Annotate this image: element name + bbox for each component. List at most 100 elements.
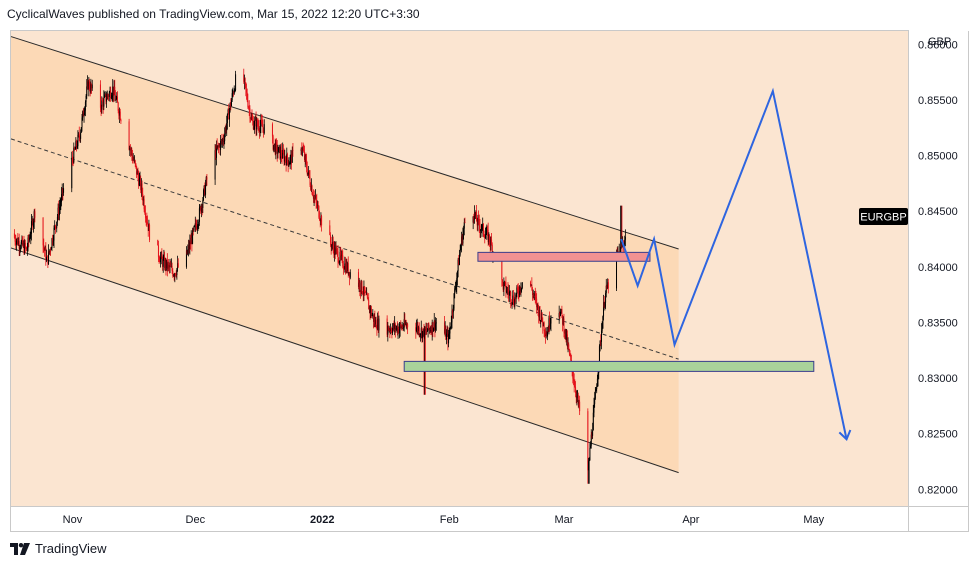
candle-body xyxy=(225,127,227,131)
candle-body xyxy=(566,334,568,347)
candle-body xyxy=(308,170,310,177)
candle-body xyxy=(278,146,280,148)
candle-body xyxy=(450,326,452,329)
candle-body xyxy=(173,275,175,277)
candle-body xyxy=(303,150,305,152)
symbol-price-tag[interactable]: EURGBP xyxy=(859,208,908,225)
candle-body xyxy=(577,395,579,397)
candle-body xyxy=(110,97,112,99)
candle-body xyxy=(110,90,112,99)
candle-body xyxy=(620,246,622,256)
candle-body xyxy=(248,107,250,108)
candle-body xyxy=(624,236,626,240)
candle-body xyxy=(604,302,606,307)
candle-body xyxy=(568,344,570,349)
candle-body xyxy=(418,327,420,335)
candle-body xyxy=(131,149,133,155)
candle-body xyxy=(575,387,577,393)
candle-body xyxy=(243,78,245,82)
channel-lower-line[interactable] xyxy=(10,247,679,474)
candle-body xyxy=(306,168,308,175)
candle-body xyxy=(217,145,219,148)
candle-body xyxy=(308,170,310,173)
candle-body xyxy=(317,204,319,207)
candle-body xyxy=(389,329,391,332)
candle-body xyxy=(255,118,257,130)
candle-body xyxy=(425,329,427,331)
candle-body xyxy=(319,219,321,222)
candle-body xyxy=(120,119,122,122)
candle-body xyxy=(168,264,170,268)
price-tick-label: 0.83500 xyxy=(918,317,958,329)
candle-body xyxy=(574,385,576,388)
candle-body xyxy=(187,245,189,250)
candle-body xyxy=(540,312,542,320)
candle-body xyxy=(74,149,76,150)
candle-body xyxy=(512,295,514,303)
candle-body xyxy=(489,234,491,242)
candle-body xyxy=(342,255,344,267)
projection-path[interactable] xyxy=(620,87,848,440)
candle-body xyxy=(426,331,428,332)
candle-body xyxy=(78,133,80,137)
candle-body xyxy=(230,100,232,107)
candle-body xyxy=(462,233,464,244)
candle-body xyxy=(252,120,254,122)
candle-body xyxy=(565,329,567,341)
candle-body xyxy=(220,140,222,142)
candle-body xyxy=(517,287,519,290)
candle-body xyxy=(588,461,590,471)
candle-body xyxy=(417,324,419,332)
candle-body xyxy=(220,141,222,150)
support-zone[interactable] xyxy=(403,360,815,372)
candle-body xyxy=(371,315,373,316)
channel-middle-line[interactable] xyxy=(10,138,679,360)
candle-body xyxy=(116,96,118,99)
candle-body xyxy=(530,284,532,286)
candle-body xyxy=(543,322,545,332)
tradingview-footer[interactable]: TradingView xyxy=(10,541,107,556)
price-axis[interactable]: 0.85500 0.85000 0.84500 0.84000 0.83500 0.830… xyxy=(918,39,958,496)
candle-body xyxy=(139,177,141,179)
candle-body xyxy=(579,401,581,412)
candle-body xyxy=(263,124,265,134)
candle-body xyxy=(29,237,31,239)
candle-body xyxy=(45,247,47,261)
candle-body xyxy=(362,293,364,295)
candle-body xyxy=(288,164,290,166)
price-tick-label: 0.82000 xyxy=(918,484,958,496)
candle-body xyxy=(114,94,116,101)
candle-body xyxy=(18,240,20,245)
candle-body xyxy=(262,126,264,128)
candle-body xyxy=(405,323,407,326)
time-axis[interactable]: Nov Dec 2022 Feb Mar Apr May xyxy=(63,514,825,526)
candle-body xyxy=(214,150,216,180)
candle-body xyxy=(75,141,77,150)
candle-body xyxy=(395,328,397,330)
candle-body xyxy=(539,309,541,322)
candle-body xyxy=(49,249,51,253)
candle-body xyxy=(194,225,196,227)
candle-body xyxy=(203,185,205,191)
candle-body xyxy=(568,348,570,355)
candle-body xyxy=(372,314,374,322)
candle-body xyxy=(162,259,164,267)
candle-body xyxy=(157,239,159,246)
candle-body xyxy=(73,147,75,163)
resistance-zone[interactable] xyxy=(477,251,651,262)
candle-body xyxy=(479,225,481,232)
candle-body xyxy=(477,217,479,226)
candle-body xyxy=(251,116,253,121)
candle-body xyxy=(234,90,236,91)
channel-upper-line[interactable] xyxy=(10,36,679,250)
candle-body xyxy=(365,292,367,295)
candle-body xyxy=(107,94,109,96)
candle-body xyxy=(504,281,506,283)
candle-body xyxy=(398,329,400,333)
candle-body xyxy=(79,136,81,139)
candle-body xyxy=(83,113,85,117)
candle-body xyxy=(310,184,312,190)
candle-body xyxy=(89,88,91,92)
candle-body xyxy=(132,159,134,161)
